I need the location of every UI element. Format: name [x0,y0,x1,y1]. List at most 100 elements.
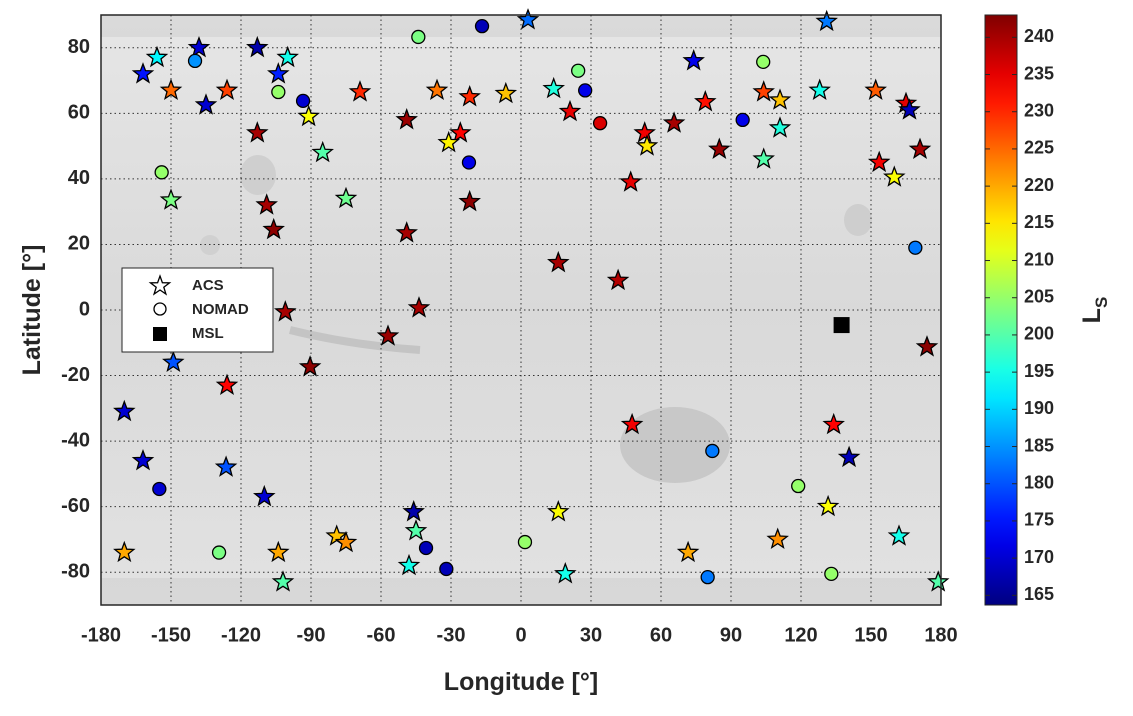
acs-point [458,189,481,212]
legend-marker [153,302,167,316]
acs-point [883,165,906,187]
acs-point [267,62,290,84]
acs-point [619,170,642,192]
colorbar-tick-label: 235 [1024,63,1054,83]
acs-point [187,35,211,58]
x-tick-label: 120 [784,624,817,646]
colorbar [984,14,1018,606]
acs-point [516,8,540,30]
acs-point [131,62,155,84]
x-axis-label: Longitude [°] [444,668,598,696]
colorbar-tick-label: 210 [1024,249,1054,269]
colorbar-tick-label: 205 [1024,286,1054,306]
legend: ACS NOMAD MSL [121,267,274,353]
y-axis-label: Latitude [°] [18,245,46,376]
acs-point [708,137,731,160]
nomad-point [571,63,586,78]
y-tick-label: 40 [68,167,90,189]
acs-point [768,88,792,110]
y-tick-label: -80 [61,561,90,583]
acs-point [348,80,372,102]
nomad-point [295,93,311,109]
acs-point [194,93,218,115]
colorbar-tick-label: 195 [1024,361,1054,381]
legend-label: ACS [192,277,224,294]
acs-point [542,76,565,99]
nomad-point [461,155,477,170]
acs-point [816,494,840,517]
acs-point [298,355,322,377]
nomad-point [187,53,203,69]
acs-point [376,324,400,346]
acs-point [606,268,630,291]
acs-point [113,399,136,422]
acs-point [887,524,911,546]
y-tick-label: 20 [68,233,90,255]
acs-point [407,296,431,318]
x-tick-label: -180 [81,624,121,646]
y-tick-label: -60 [61,495,90,517]
acs-point [276,45,299,68]
colorbar-label-sub: S [1092,297,1111,308]
nomad-point [152,481,167,497]
acs-point [864,78,887,101]
acs-point [752,80,775,102]
nomad-point [211,545,227,560]
acs-point [458,85,481,107]
legend-label: MSL [192,325,224,342]
msl-point [833,317,850,334]
acs-point [633,121,656,143]
colorbar-tick-label: 185 [1024,435,1054,455]
acs-point [334,530,358,553]
acs-point [662,111,686,133]
acs-point [404,519,428,541]
acs-point [145,45,169,68]
acs-point [898,98,921,120]
acs-point [554,562,577,584]
nomad-point [908,240,923,255]
acs-point [449,121,472,143]
x-tick-label: -60 [367,624,396,646]
y-tick-label: 60 [68,102,90,124]
acs-point [808,78,831,101]
plot-frame [100,14,942,606]
nomad-point [592,116,608,131]
colorbar-tick-label: 225 [1024,138,1054,158]
grid [100,15,942,605]
acs-point [113,540,136,563]
acs-point [246,35,269,58]
colorbar-tick-label: 215 [1024,212,1054,232]
acs-point [815,9,838,32]
x-tick-label: -120 [221,624,261,646]
nomad-point [735,112,750,128]
legend-marker [148,274,172,296]
legend-label: NOMAD [192,301,249,318]
acs-point [334,186,358,209]
x-tick-label: 180 [924,624,957,646]
x-tick-label: 0 [515,624,526,646]
acs-point [402,500,425,522]
acs-point [558,99,582,122]
nomad-point [578,83,593,98]
x-tick-label: 150 [854,624,887,646]
acs-point [395,221,418,243]
acs-point [215,373,239,396]
acs-point [635,134,659,156]
acs-point [271,570,295,592]
nomad-point [824,566,839,582]
acs-point [682,49,705,71]
acs-point [262,217,285,240]
colorbar-tick-label: 170 [1024,547,1054,567]
acs-point [822,412,845,435]
acs-point [926,570,950,592]
colorbar-tick-label: 200 [1024,324,1054,344]
acs-point [131,448,155,471]
points [113,8,950,592]
legend-box [121,267,274,353]
acs-point [214,455,238,477]
acs-point [255,193,278,215]
nomad-point [439,561,454,577]
nomad-point [474,18,490,34]
colorbar-tick-label: 230 [1024,100,1054,120]
acs-point [162,350,185,373]
